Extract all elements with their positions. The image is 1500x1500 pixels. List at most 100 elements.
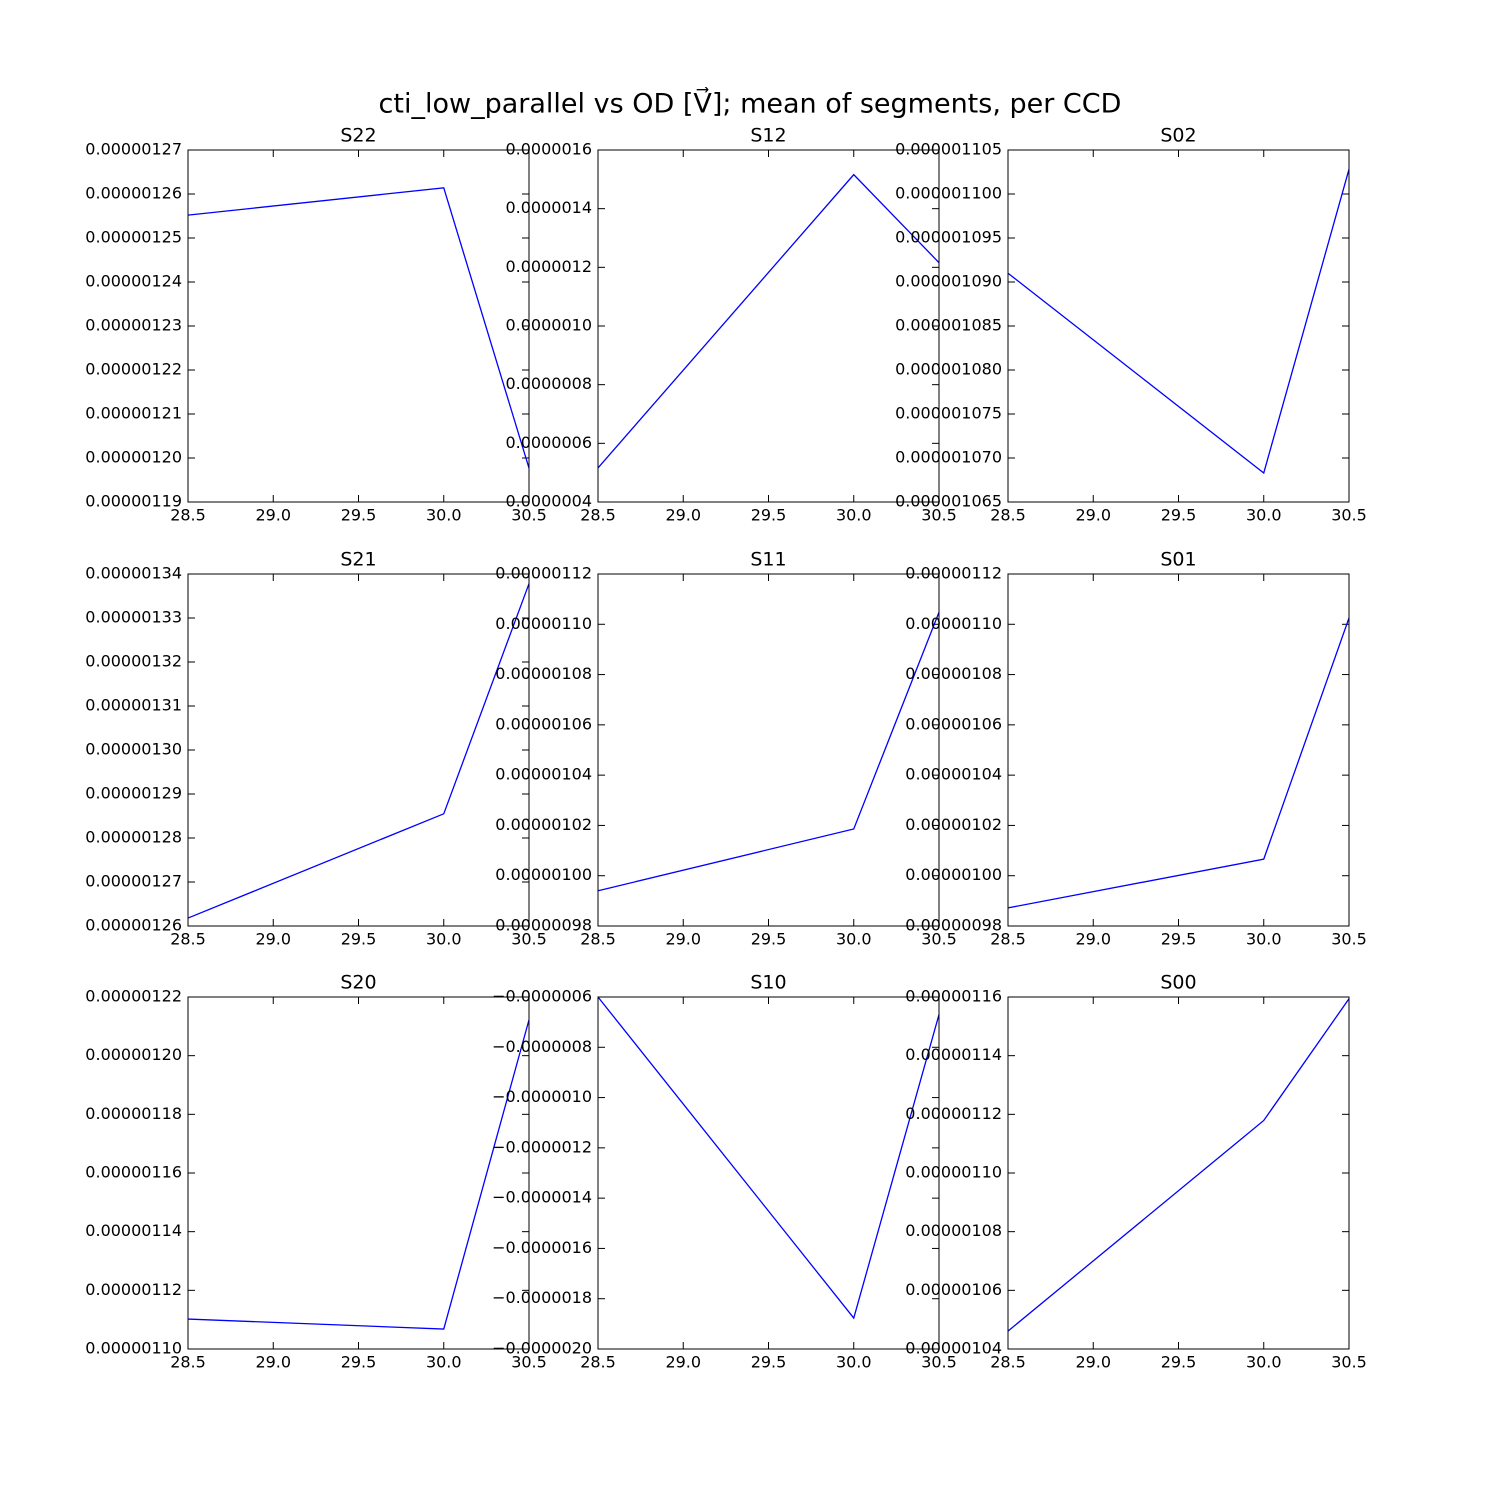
data-line xyxy=(597,996,940,1320)
y-tick-label: 0.00000123 xyxy=(85,316,182,335)
subplot: S00 0.00000104 0.00000106 0.00000108 0.00000… xyxy=(905,972,1367,1372)
x-tick-label: 30.5 xyxy=(511,1353,547,1372)
axes-frame xyxy=(597,149,940,503)
x-tick-label: 30.5 xyxy=(1331,506,1367,525)
y-tick-label: 0.00000119 xyxy=(85,492,182,511)
x-tick-label: 28.5 xyxy=(990,506,1026,525)
y-tick-label: −0.0000010 xyxy=(492,1087,592,1106)
y-tick-label: 0.000001080 xyxy=(895,360,1002,379)
x-tick-label: 30.0 xyxy=(426,506,462,525)
y-tick-label: 0.0000006 xyxy=(505,433,592,452)
y-tick-label: 0.00000127 xyxy=(85,872,182,891)
data-line xyxy=(597,173,940,469)
y-tick-label: −0.0000006 xyxy=(492,987,592,1006)
x-tick-label: 29.5 xyxy=(1161,930,1197,949)
y-tick-label: 0.00000120 xyxy=(85,448,182,467)
plot-area xyxy=(188,574,529,926)
x-tick-label: 28.5 xyxy=(580,506,616,525)
subplot: S12 0.0000004 0.0000006 0.0000008 0.0000010 0… xyxy=(505,125,956,525)
y-tick-label: 0.00000116 xyxy=(85,1163,182,1182)
y-tick-label: 0.00000110 xyxy=(905,614,1002,633)
x-tick-label: 30.5 xyxy=(511,506,547,525)
x-tick-label: 29.0 xyxy=(1075,1353,1111,1372)
y-tick-label: 0.00000106 xyxy=(495,714,592,733)
plot-area xyxy=(598,150,939,502)
plot-area xyxy=(598,574,939,926)
y-tick-label: 0.00000120 xyxy=(85,1045,182,1064)
axes-frame xyxy=(187,996,530,1350)
subplot-title: S22 xyxy=(340,125,376,147)
x-tick-label: 29.0 xyxy=(665,930,701,949)
data-line xyxy=(187,583,530,919)
y-tick-label: −0.0000018 xyxy=(492,1288,592,1307)
x-tick-label: 28.5 xyxy=(990,1353,1026,1372)
x-tick-label: 30.0 xyxy=(836,930,872,949)
x-tick-label: 30.0 xyxy=(1246,1353,1282,1372)
x-tick-label: 29.5 xyxy=(751,506,787,525)
subplot-title: S10 xyxy=(750,972,786,994)
x-tick-label: 29.5 xyxy=(1161,1353,1197,1372)
data-line xyxy=(187,187,530,469)
y-tick-label: 0.0000008 xyxy=(505,374,592,393)
x-tick-label: 30.0 xyxy=(426,1353,462,1372)
x-tick-label: 30.5 xyxy=(921,506,957,525)
y-tick-label: 0.00000114 xyxy=(85,1221,182,1240)
subplot: S10 −0.0000020 −0.0000018 −0.0000016 −0.0000… xyxy=(492,972,957,1372)
x-tick-label: 29.5 xyxy=(1161,506,1197,525)
x-tick-label: 30.0 xyxy=(836,1353,872,1372)
y-tick-label: 0.00000102 xyxy=(905,815,1002,834)
y-tick-label: 0.00000098 xyxy=(905,916,1002,935)
y-tick-label: 0.000001075 xyxy=(895,404,1002,423)
subplot-title: S01 xyxy=(1160,549,1196,571)
y-tick-label: −0.0000008 xyxy=(492,1037,592,1056)
y-tick-label: 0.00000106 xyxy=(905,714,1002,733)
y-tick-label: 0.00000134 xyxy=(85,564,182,583)
y-tick-label: 0.000001070 xyxy=(895,448,1002,467)
y-tick-label: 0.00000124 xyxy=(85,272,182,291)
y-tick-label: 0.00000114 xyxy=(905,1045,1002,1064)
subplot-title: S11 xyxy=(750,549,786,571)
x-tick-label: 29.5 xyxy=(751,930,787,949)
subplot-title: S21 xyxy=(340,549,376,571)
y-tick-label: 0.00000130 xyxy=(85,740,182,759)
plot-area xyxy=(1008,150,1349,502)
x-tick-label: 28.5 xyxy=(580,930,616,949)
subplot: S20 0.00000110 0.00000112 0.00000114 0.00000… xyxy=(85,972,547,1372)
figure-title: cti_low_parallel vs OD [V⃗]; mean of seg… xyxy=(379,87,1122,120)
x-tick-label: 28.5 xyxy=(170,506,206,525)
y-tick-label: 0.0000012 xyxy=(505,257,592,276)
axes-frame xyxy=(1007,996,1350,1350)
y-tick-label: 0.0000016 xyxy=(505,140,592,159)
y-tick-label: 0.00000132 xyxy=(85,652,182,671)
y-tick-label: 0.000001090 xyxy=(895,272,1002,291)
x-tick-label: 30.0 xyxy=(836,506,872,525)
y-tick-label: 0.00000126 xyxy=(85,184,182,203)
x-tick-label: 29.0 xyxy=(665,506,701,525)
subplot: S02 0.000001065 0.000001070 0.000001075 0.00… xyxy=(895,125,1367,525)
y-tick-label: 0.00000106 xyxy=(905,1280,1002,1299)
data-line xyxy=(597,611,940,892)
y-tick-label: 0.00000122 xyxy=(85,360,182,379)
x-tick-label: 29.0 xyxy=(1075,930,1111,949)
x-tick-label: 30.5 xyxy=(1331,930,1367,949)
y-tick-label: 0.000001100 xyxy=(895,184,1002,203)
data-line xyxy=(1007,998,1350,1332)
x-tick-label: 28.5 xyxy=(580,1353,616,1372)
x-tick-label: 28.5 xyxy=(990,930,1026,949)
axes-frame xyxy=(597,996,940,1350)
data-line xyxy=(1007,617,1350,909)
y-tick-label: 0.000001085 xyxy=(895,316,1002,335)
y-tick-label: −0.0000016 xyxy=(492,1238,592,1257)
axes-frame xyxy=(1007,149,1350,503)
x-tick-label: 28.5 xyxy=(170,930,206,949)
x-tick-label: 30.5 xyxy=(511,930,547,949)
plot-area xyxy=(1008,997,1349,1349)
plot-area xyxy=(188,150,529,502)
y-tick-label: 0.000001105 xyxy=(895,140,1002,159)
x-tick-label: 29.0 xyxy=(665,1353,701,1372)
y-tick-label: 0.00000131 xyxy=(85,696,182,715)
y-tick-label: 0.000001095 xyxy=(895,228,1002,247)
y-tick-label: 0.00000118 xyxy=(85,1104,182,1123)
y-tick-label: 0.00000128 xyxy=(85,828,182,847)
subplot-title: S12 xyxy=(750,125,786,147)
